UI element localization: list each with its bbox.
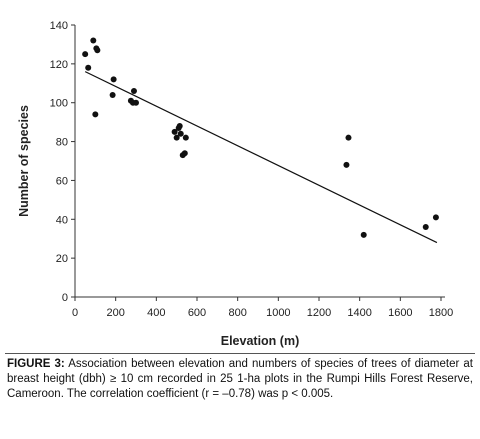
x-tick-label: 1400 [347, 307, 371, 319]
regression-line [85, 72, 437, 243]
caption-label: FIGURE 3: [7, 358, 65, 370]
y-tick-label: 40 [56, 214, 68, 226]
caption-divider [5, 353, 475, 354]
y-tick-label: 60 [56, 175, 68, 187]
data-point [433, 214, 439, 220]
data-point [111, 76, 117, 82]
x-tick-label: 800 [228, 307, 246, 319]
data-point [94, 47, 100, 53]
x-tick-label: 1000 [266, 307, 290, 319]
data-point [85, 65, 91, 71]
data-point [183, 135, 189, 141]
y-tick-label: 140 [50, 20, 68, 32]
figure-caption: FIGURE 3: Association between elevation … [7, 357, 473, 402]
x-tick-label: 0 [72, 307, 78, 319]
data-point [182, 150, 188, 156]
x-tick-label: 600 [188, 307, 206, 319]
y-tick-label: 100 [50, 98, 68, 110]
y-tick-label: 20 [56, 253, 68, 265]
data-point [90, 38, 96, 44]
x-tick-label: 400 [147, 307, 165, 319]
y-axis-title: Number of species [17, 105, 31, 217]
data-point [131, 88, 137, 94]
data-point [178, 131, 184, 137]
x-tick-label: 1600 [388, 307, 412, 319]
x-axis-title: Elevation (m) [221, 334, 300, 348]
x-tick-label: 1800 [429, 307, 453, 319]
data-point [343, 162, 349, 168]
data-point [82, 51, 88, 57]
data-point [423, 224, 429, 230]
y-tick-label: 120 [50, 59, 68, 71]
y-tick-label: 80 [56, 137, 68, 149]
data-point [177, 123, 183, 129]
data-point [133, 100, 139, 106]
x-tick-label: 1200 [307, 307, 331, 319]
data-point [345, 135, 351, 141]
data-point [110, 92, 116, 98]
caption-text: Association between elevation and number… [7, 358, 473, 400]
x-tick-label: 200 [106, 307, 124, 319]
data-point [92, 111, 98, 117]
y-tick-label: 0 [62, 292, 68, 304]
data-point [361, 232, 367, 238]
